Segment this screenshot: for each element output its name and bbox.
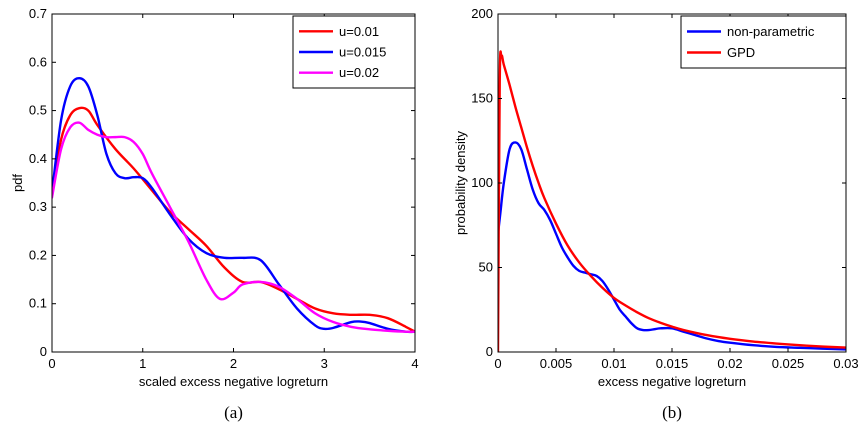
y-tick-label: 0.4 [29,151,47,166]
caption-b: (b) [662,403,682,422]
legend-label: non-parametric [727,24,815,39]
legend-label: u=0.01 [339,24,379,39]
y-tick-label: 0.6 [29,54,47,69]
y-tick-label: 150 [471,91,493,106]
ticks-b: 0 0.005 0.01 0.015 0.02 0.025 0.03 0 50 100 150 200 [471,6,858,371]
ticks-a: 0 1 2 3 4 0 0.1 0.2 0.3 0.4 0.5 0.6 0.7 [29,6,419,371]
x-tick-label: 0 [494,356,501,371]
series-line-non-parametric [498,141,846,351]
y-tick-label: 50 [479,260,493,275]
x-tick-label: 0.02 [717,356,742,371]
x-axis-label-b: excess negative logreturn [598,374,746,389]
y-tick-label: 0.5 [29,103,47,118]
series-line-u-0-02 [52,121,415,333]
legend-a: u=0.01 u=0.015 u=0.02 [292,15,416,89]
x-tick-label: 1 [139,356,146,371]
caption-a: (a) [224,403,243,422]
series-line-gpd [498,50,846,352]
y-axis-label-a: pdf [10,174,25,192]
y-tick-label: 200 [471,6,493,21]
series-line-u-0-015 [52,77,415,334]
x-tick-label: 2 [230,356,237,371]
legend-label: u=0.015 [339,45,386,60]
x-axis-label-a: scaled excess negative logreturn [139,374,328,389]
legend-label: GPD [727,45,755,60]
legend-box [680,15,847,69]
y-axis-label-b: probability density [453,130,468,235]
legend-label: u=0.02 [339,65,379,80]
series-layer-a [52,77,415,334]
y-tick-label: 0 [40,344,47,359]
x-tick-label: 0.03 [833,356,858,371]
chart-panel-b: 0 0.005 0.01 0.015 0.02 0.025 0.03 0 50 100 150 200… [453,6,859,422]
x-tick-label: 0.01 [601,356,626,371]
y-tick-label: 0.1 [29,296,47,311]
y-tick-label: 0.7 [29,6,47,21]
x-tick-label: 0.025 [772,356,805,371]
y-tick-label: 0.2 [29,247,47,262]
y-tick-label: 100 [471,175,493,190]
series-line-u-0-01 [52,106,415,333]
series-layer-b [498,50,846,352]
chart-panel-a: 0 1 2 3 4 0 0.1 0.2 0.3 0.4 0.5 0.6 0.7 scaled exces… [10,6,419,422]
legend-b: non-parametric GPD [680,15,847,69]
x-tick-label: 4 [411,356,418,371]
y-tick-label: 0.3 [29,199,47,214]
x-tick-label: 3 [321,356,328,371]
x-tick-label: 0.015 [656,356,689,371]
x-tick-label: 0.005 [540,356,573,371]
x-tick-label: 0 [48,356,55,371]
y-tick-label: 0 [486,344,493,359]
